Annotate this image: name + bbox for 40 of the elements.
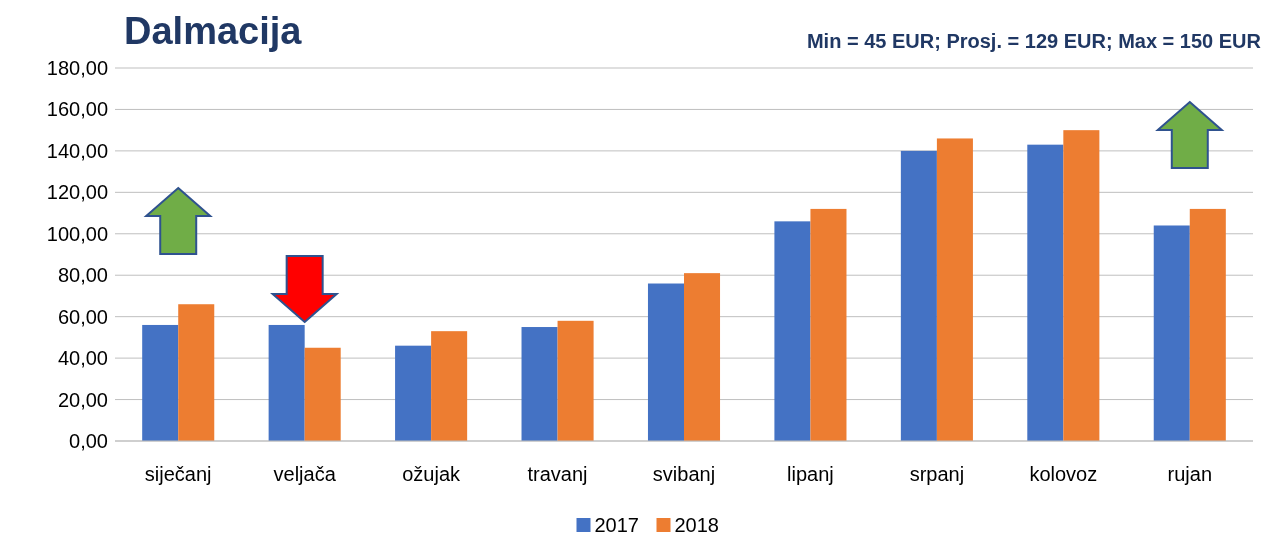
bar (142, 324, 179, 441)
bar (1189, 208, 1226, 441)
y-tick-label: 80,00 (57, 264, 108, 287)
y-tick-label: 140,00 (46, 139, 108, 162)
bar (684, 273, 721, 441)
legend-label: 2017 (594, 514, 639, 536)
bar (521, 327, 558, 441)
x-tick-label: lipanj (787, 463, 834, 485)
y-tick-label: 60,00 (57, 305, 108, 328)
y-tick-label: 120,00 (46, 181, 108, 204)
y-tick-label: 20,00 (57, 388, 108, 411)
chart-title: Dalmacija (124, 10, 303, 52)
x-tick-label: rujan (1167, 463, 1213, 485)
bar (431, 331, 468, 441)
bar (774, 221, 811, 441)
y-tick-label: 160,00 (46, 98, 108, 121)
y-tick-label: 180,00 (46, 57, 108, 79)
x-tick-label: svibanj (652, 463, 716, 485)
x-tick-label: ožujak (402, 463, 462, 485)
bar (1153, 225, 1190, 441)
x-tick-label: travanj (527, 463, 588, 485)
x-tick-label: siječanj (144, 463, 212, 485)
bar (304, 347, 341, 441)
text: Min = 45 EUR; Prosj. = 129 EUR; Max = 150 EUR (806, 30, 1262, 52)
x-tick-label: srpanj (909, 463, 965, 485)
bar (1063, 130, 1100, 441)
bar (178, 304, 215, 441)
bar (647, 283, 684, 441)
y-tick-label: 100,00 (46, 222, 108, 245)
bar (936, 138, 973, 441)
y-tick-label: 0,00 (69, 430, 108, 452)
x-tick-label: kolovoz (1029, 463, 1098, 485)
bar (810, 208, 847, 441)
bar (1027, 144, 1064, 441)
legend-label: 2018 (674, 514, 719, 536)
y-tick-label: 40,00 (57, 347, 108, 370)
x-tick-label: veljača (273, 463, 337, 485)
bar (900, 150, 937, 441)
bar (557, 320, 594, 441)
bar (395, 345, 432, 441)
